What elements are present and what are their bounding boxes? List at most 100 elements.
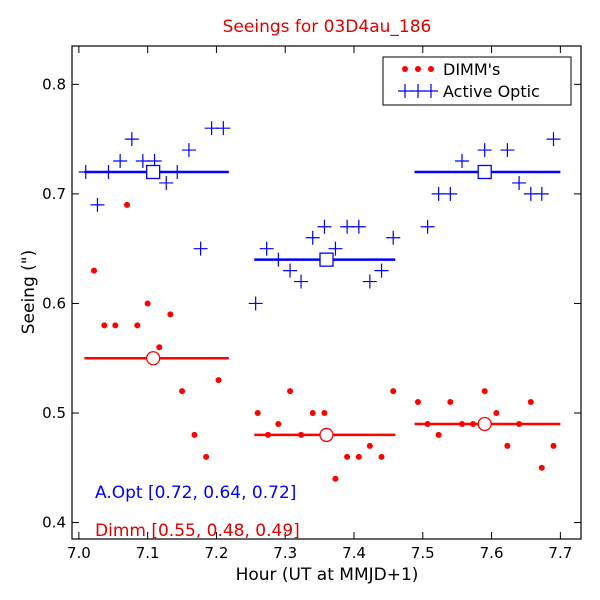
dimm-point: [191, 431, 198, 438]
dimm-point: [91, 267, 98, 274]
dimm-median-marker: [146, 351, 161, 366]
dimm-point: [390, 388, 397, 395]
dimm-point: [134, 322, 141, 329]
legend-label: DIMM's: [443, 60, 500, 79]
series-dimm: [84, 201, 561, 482]
dimm-point: [254, 410, 261, 417]
dimm-point: [493, 410, 500, 417]
dimm-point: [321, 410, 328, 417]
dimm-point: [504, 442, 511, 449]
dimm-point: [124, 201, 131, 208]
annotation-active-optic: A.Opt [0.72, 0.64, 0.72]: [95, 483, 296, 503]
active-optic-median-marker: [477, 164, 492, 180]
dimm-point: [414, 399, 421, 406]
axis-ticks: 7.0 7.1 7.2 7.3 7.4 7.5 7.6 7.7 0.4 0.5 0.6 0.7 0.8: [42, 46, 581, 562]
legend-marker-active-optic: [398, 84, 412, 98]
y-tick-label: 0.7: [42, 185, 66, 203]
active-optic-point: [443, 186, 458, 201]
active-optic-point: [113, 154, 128, 169]
dimm-point: [203, 453, 210, 460]
x-tick-label: 7.6: [480, 544, 504, 562]
dimm-median-marker: [477, 416, 492, 432]
y-axis-label: Seeing ("): [19, 250, 39, 335]
legend-marker-dimm: [428, 66, 434, 72]
x-tick-label: 7.3: [273, 544, 297, 562]
active-optic-point: [259, 241, 274, 256]
active-optic-point: [512, 175, 527, 190]
plot-frame: [71, 45, 582, 540]
active-optic-point: [431, 186, 446, 201]
legend: DIMM's Active Optic: [382, 56, 572, 106]
active-optic-point: [546, 132, 561, 147]
legend-marker-active-optic: [411, 84, 425, 98]
active-optic-point: [181, 143, 196, 158]
x-tick-label: 7.0: [67, 544, 91, 562]
series-active-optic: [78, 77, 561, 311]
active-optic-point: [248, 296, 263, 311]
x-tick-label: 7.5: [411, 544, 435, 562]
dimm-point: [481, 388, 488, 395]
x-tick-label: 7.4: [342, 544, 366, 562]
active-optic-point: [159, 175, 174, 190]
dimm-point: [309, 410, 316, 417]
dimm-point: [144, 300, 151, 307]
active-optic-point: [420, 219, 435, 234]
active-optic-point: [362, 274, 377, 289]
active-optic-point: [386, 230, 401, 245]
dimm-point: [344, 453, 351, 460]
active-optic-point: [455, 154, 470, 169]
dimm-point: [527, 399, 534, 406]
dimm-point: [538, 464, 545, 471]
dimm-point: [275, 420, 282, 427]
y-tick-label: 0.5: [42, 404, 66, 422]
dimm-point: [156, 344, 163, 351]
active-optic-point: [90, 197, 105, 212]
active-optic-point: [317, 219, 332, 234]
active-optic-point: [305, 230, 320, 245]
y-tick-label: 0.4: [42, 514, 66, 532]
dimm-point: [215, 377, 222, 384]
active-optic-point: [477, 143, 492, 158]
x-tick-label: 7.1: [136, 544, 160, 562]
active-optic-point: [124, 132, 139, 147]
dimm-point: [287, 388, 294, 395]
dimm-point: [355, 453, 362, 460]
active-optic-point: [294, 274, 309, 289]
active-optic-point: [340, 219, 355, 234]
active-optic-median-marker: [146, 164, 161, 180]
legend-box: [382, 56, 572, 106]
active-optic-point: [534, 186, 549, 201]
active-optic-point: [193, 241, 208, 256]
x-tick-label: 7.7: [548, 544, 572, 562]
legend-marker-dimm: [402, 66, 408, 72]
x-axis-label: Hour (UT at MMJD+1): [236, 565, 419, 585]
dimm-median-marker: [319, 427, 334, 443]
active-optic-point: [283, 263, 298, 278]
data-series: [78, 77, 561, 482]
chart-title: Seeings for 03D4au_186: [223, 17, 432, 37]
dimm-point: [179, 388, 186, 395]
dimm-point: [378, 453, 385, 460]
active-optic-point: [374, 263, 389, 278]
active-optic-point: [500, 143, 515, 158]
y-tick-label: 0.6: [42, 294, 66, 312]
active-optic-point: [328, 241, 343, 256]
dimm-point: [447, 399, 454, 406]
active-optic-point: [204, 121, 219, 136]
y-tick-label: 0.8: [42, 75, 66, 93]
dimm-point: [366, 442, 373, 449]
dimm-point: [112, 322, 119, 329]
active-optic-point: [135, 154, 150, 169]
active-optic-point: [351, 219, 366, 234]
legend-marker-active-optic: [424, 84, 438, 98]
dimm-point: [550, 442, 557, 449]
legend-marker-dimm: [415, 66, 421, 72]
annotation-dimm: Dimm [0.55, 0.48, 0.49]: [95, 521, 300, 541]
dimm-point: [435, 431, 442, 438]
dimm-point: [167, 311, 174, 318]
active-optic-point: [216, 121, 231, 136]
x-tick-label: 7.2: [205, 544, 229, 562]
active-optic-median-marker: [319, 252, 334, 267]
legend-label: Active Optic: [443, 82, 540, 101]
